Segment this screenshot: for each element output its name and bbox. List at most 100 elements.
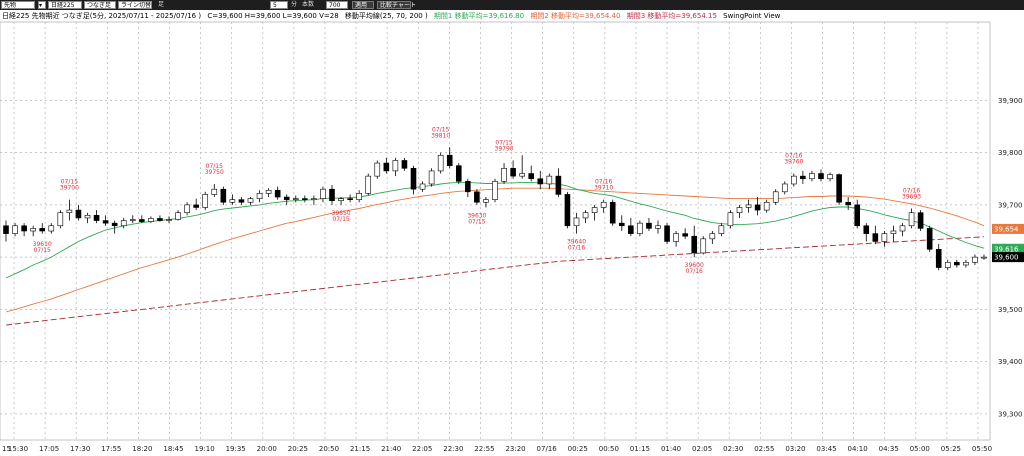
candle-body <box>555 175 562 195</box>
interval-input[interactable]: 5 <box>270 1 288 9</box>
candle-body <box>474 191 480 203</box>
x-tick-label: 21:40 <box>381 445 401 453</box>
x-tick-label: 02:05 <box>692 445 712 453</box>
x-tick-label: 17:55 <box>101 445 121 453</box>
ma1-readout: 期間1 移動平均=39,616.80 <box>433 12 525 20</box>
ma-label: 移動平均線(25, 70, 200 ) <box>344 12 428 20</box>
candle-body <box>492 181 498 200</box>
swing-marker-label: 39710 <box>594 185 613 192</box>
candle-body <box>890 230 897 234</box>
swing-marker-label: 39693 <box>902 194 921 201</box>
x-tick-label: 07/16 <box>537 445 558 453</box>
x-tick-label: 21:15 <box>350 445 370 453</box>
x-tick-label: 19:35 <box>226 445 246 453</box>
candle-body <box>455 165 462 182</box>
swing-marker-label: 39650 <box>332 210 351 217</box>
candle-body <box>21 225 27 232</box>
x-tick-label: 20:50 <box>319 445 339 453</box>
x-tick-label: 17:30 <box>70 445 90 453</box>
candle-body <box>175 212 181 220</box>
candle-body <box>818 173 824 180</box>
candle-body <box>12 225 18 234</box>
x-tick-label: 02:30 <box>723 445 743 453</box>
x-tick-label: 05:25 <box>941 445 961 453</box>
candle-body <box>863 225 870 234</box>
x-tick-label: 04:35 <box>879 445 899 453</box>
x-tick-label: 01:40 <box>661 445 681 453</box>
interval-unit: 分 <box>291 1 298 8</box>
x-tick-label: 04:10 <box>848 445 868 453</box>
x-tick-label: 22:30 <box>443 445 463 453</box>
candle-body <box>591 207 598 214</box>
candle-body <box>718 225 725 234</box>
apply-button[interactable]: 適用 <box>352 1 374 9</box>
candle-body <box>157 218 163 221</box>
candle-body <box>845 201 851 206</box>
candle-body <box>772 191 779 203</box>
candle-body <box>120 220 127 227</box>
contract-select[interactable]: つなぎ足 <box>84 1 116 9</box>
candle-body <box>682 233 688 237</box>
candle-body <box>3 225 9 234</box>
ma2-readout: 期間2 移動平均=39,654.40 <box>530 12 621 20</box>
y-tick-label: 39,800 <box>998 149 1023 157</box>
market-select[interactable]: 先物 <box>1 1 35 9</box>
x-first-label: 15 <box>2 445 11 453</box>
candle-body <box>57 212 64 227</box>
candle-body <box>193 204 199 208</box>
candle-body <box>84 215 91 219</box>
x-tick-label: 01:15 <box>630 445 650 453</box>
swing-marker-label: 39700 <box>60 185 79 192</box>
price-tag-label: 39,600 <box>994 254 1019 262</box>
y-tick-label: 39,900 <box>998 97 1023 105</box>
candle-body <box>754 204 761 211</box>
price-tag-label: 39,654 <box>994 225 1019 233</box>
candle-body <box>66 209 73 214</box>
x-tick-label: 23:20 <box>505 445 525 453</box>
candle-body <box>637 222 643 234</box>
swing-marker-label: 07/16 <box>686 268 703 275</box>
candle-body <box>944 262 951 268</box>
swing-marker-label: 39600 <box>685 262 704 269</box>
x-tick-label: 19:10 <box>194 445 214 453</box>
candle-body <box>655 225 661 229</box>
candle-body <box>283 196 290 200</box>
candle-body <box>75 209 82 219</box>
candle-body <box>392 160 399 172</box>
plot-area <box>0 21 991 441</box>
swing-marker-label: 39610 <box>33 241 52 248</box>
candle-body <box>827 174 833 180</box>
swing-marker-label: 07/15 <box>34 247 51 254</box>
candle-body <box>917 212 924 229</box>
chart-style-button[interactable]: ライン切替 <box>118 1 152 9</box>
candle-body <box>292 198 299 200</box>
candle-body <box>220 188 227 203</box>
tech-button[interactable]: 比較チャート <box>377 1 416 9</box>
candle-body <box>374 162 381 177</box>
x-tick-label: 02:55 <box>754 445 774 453</box>
candle-body <box>881 233 888 242</box>
candle-body <box>546 175 553 185</box>
candle-body <box>401 160 408 169</box>
candle-body <box>102 220 109 224</box>
index-dropdown-icon[interactable]: ▾ <box>38 1 46 9</box>
candle-body <box>320 188 326 199</box>
x-tick-label: 18:20 <box>132 445 152 453</box>
candle-body <box>899 225 906 232</box>
x-tick-label: 17:05 <box>39 445 59 453</box>
count-input[interactable]: 700 <box>326 1 348 9</box>
candle-body <box>211 188 218 195</box>
candle-body <box>148 218 154 222</box>
swing-marker-label: 07/16 <box>785 153 802 160</box>
candle-body <box>48 225 55 232</box>
candle-body <box>600 201 607 208</box>
ohlc-readout: C=39,600 H=39,600 L=39,600 V=28 <box>207 12 339 20</box>
candle-body <box>338 198 344 201</box>
candle-body <box>519 173 525 177</box>
candle-body <box>329 188 335 201</box>
swing-marker-label: 07/15 <box>495 139 512 146</box>
index-select[interactable]: 日経225 <box>48 1 82 9</box>
x-tick-label: 15:30 <box>8 445 28 453</box>
swing-marker-label: 39760 <box>784 159 803 166</box>
